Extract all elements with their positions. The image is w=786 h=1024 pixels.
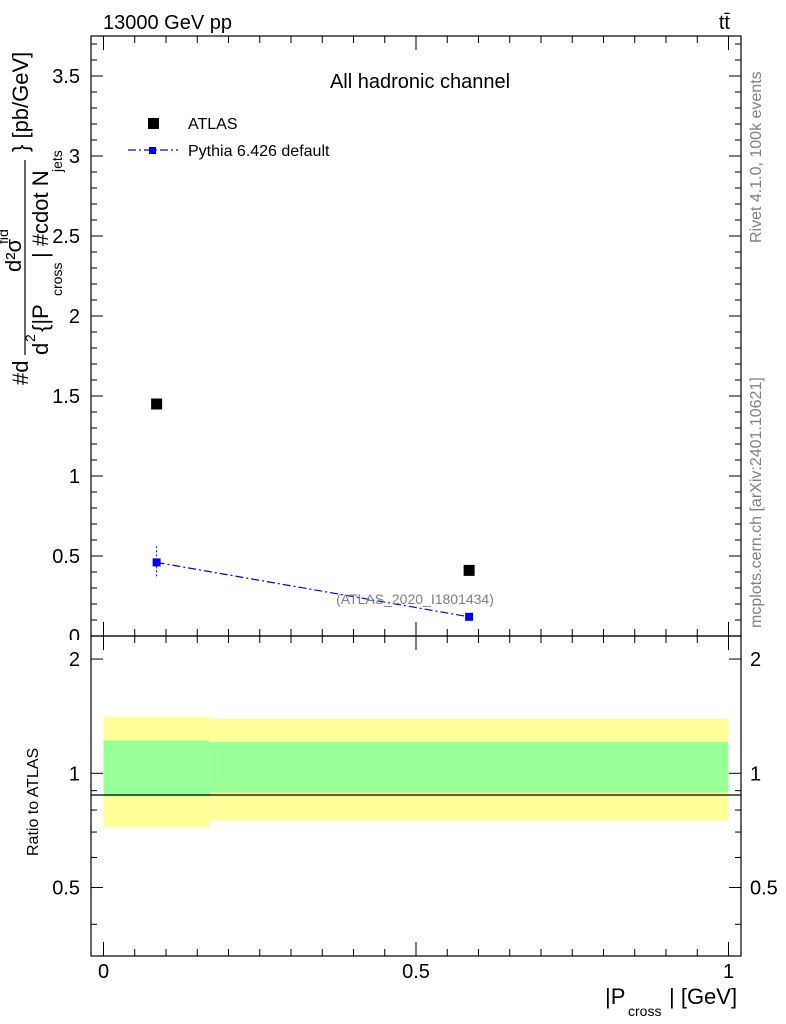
ylabel-numerator-sup: fid	[0, 229, 11, 244]
xlabel-main: |P	[605, 984, 625, 1009]
ylabel-denominator-a: d	[28, 343, 53, 355]
ylabel-denominator-a-sup: 2	[22, 334, 38, 342]
y-tick-label: 2.5	[52, 226, 80, 248]
atlas-point	[151, 398, 163, 410]
pythia-line	[156, 561, 470, 618]
process-label: tt̄	[719, 12, 731, 34]
y-tick-label: 1.5	[52, 386, 80, 408]
legend-marker-atlas	[148, 118, 159, 129]
y-tick-label: 0.5	[52, 546, 80, 568]
pythia-point	[465, 612, 474, 621]
legend-marker-pythia	[149, 147, 156, 154]
x-tick-label: 1	[723, 961, 734, 983]
x-tick-label: 0	[98, 961, 109, 983]
chart-title: All hadronic channel	[330, 71, 510, 93]
ylabel-denominator-b: {|P	[28, 304, 53, 332]
x-tick-label: 0.5	[402, 961, 430, 983]
xlabel-tail: | [GeV]	[669, 984, 737, 1009]
energy-label: 13000 GeV pp	[103, 12, 232, 34]
ylabel-numerator: d²σ	[1, 238, 26, 272]
ratio-band-inner-0	[103, 740, 210, 797]
ratio-tick-label-right: 0.5	[750, 878, 778, 900]
ylabel-denominator-c: | #cdot N	[28, 170, 53, 258]
ylabel-prefix: #d	[8, 361, 33, 385]
ylabel-denominator-b-sub: cross	[49, 263, 65, 296]
analysis-tag: (ATLAS_2020_I1801434)	[336, 591, 494, 607]
y-tick-label-zero: 0	[69, 626, 80, 648]
ratio-ylabel: Ratio to ATLAS	[25, 748, 42, 856]
mcplots-label: mcplots.cern.ch [arXiv:2401.10621]	[748, 377, 765, 628]
ratio-panel: 0.5 0.5 1 1 2 2 Ratio to ATLAS	[25, 635, 778, 957]
xlabel-sub: cross	[628, 1003, 661, 1019]
pythia-point	[152, 558, 161, 567]
ylabel-suffix: } [pb/GeV]	[8, 52, 33, 152]
main-panel: 0.5 1 1.5 2 2.5 3 3.5 0 All hadronic channel (A…	[0, 35, 742, 648]
ratio-tick-label-left: 0.5	[52, 878, 80, 900]
legend-label-atlas: ATLAS	[188, 116, 238, 133]
rivet-label: Rivet 4.1.0, 100k events	[748, 71, 765, 243]
y-tick-label: 1	[69, 466, 80, 488]
y-tick-label: 3	[69, 146, 80, 168]
legend-label-pythia: Pythia 6.426 default	[188, 143, 330, 160]
y-axis-label: #d d²σ fid d 2 {|P cross | #cdot N jets …	[0, 52, 65, 385]
ratio-tick-label-right: 2	[750, 649, 761, 671]
atlas-point	[463, 564, 475, 576]
ratio-tick-label-left: 2	[69, 649, 80, 671]
x-axis-label: |P cross | [GeV]	[605, 984, 737, 1019]
ratio-tick-label-left: 1	[69, 763, 80, 785]
legend: ATLAS Pythia 6.426 default	[128, 116, 330, 160]
ratio-tick-label-right: 1	[750, 763, 761, 785]
ratio-band-inner-1	[209, 741, 729, 793]
ylabel-denominator-c-sub: jets	[49, 150, 65, 173]
y-tick-label: 3.5	[52, 66, 80, 88]
y-tick-label: 2	[69, 306, 80, 328]
